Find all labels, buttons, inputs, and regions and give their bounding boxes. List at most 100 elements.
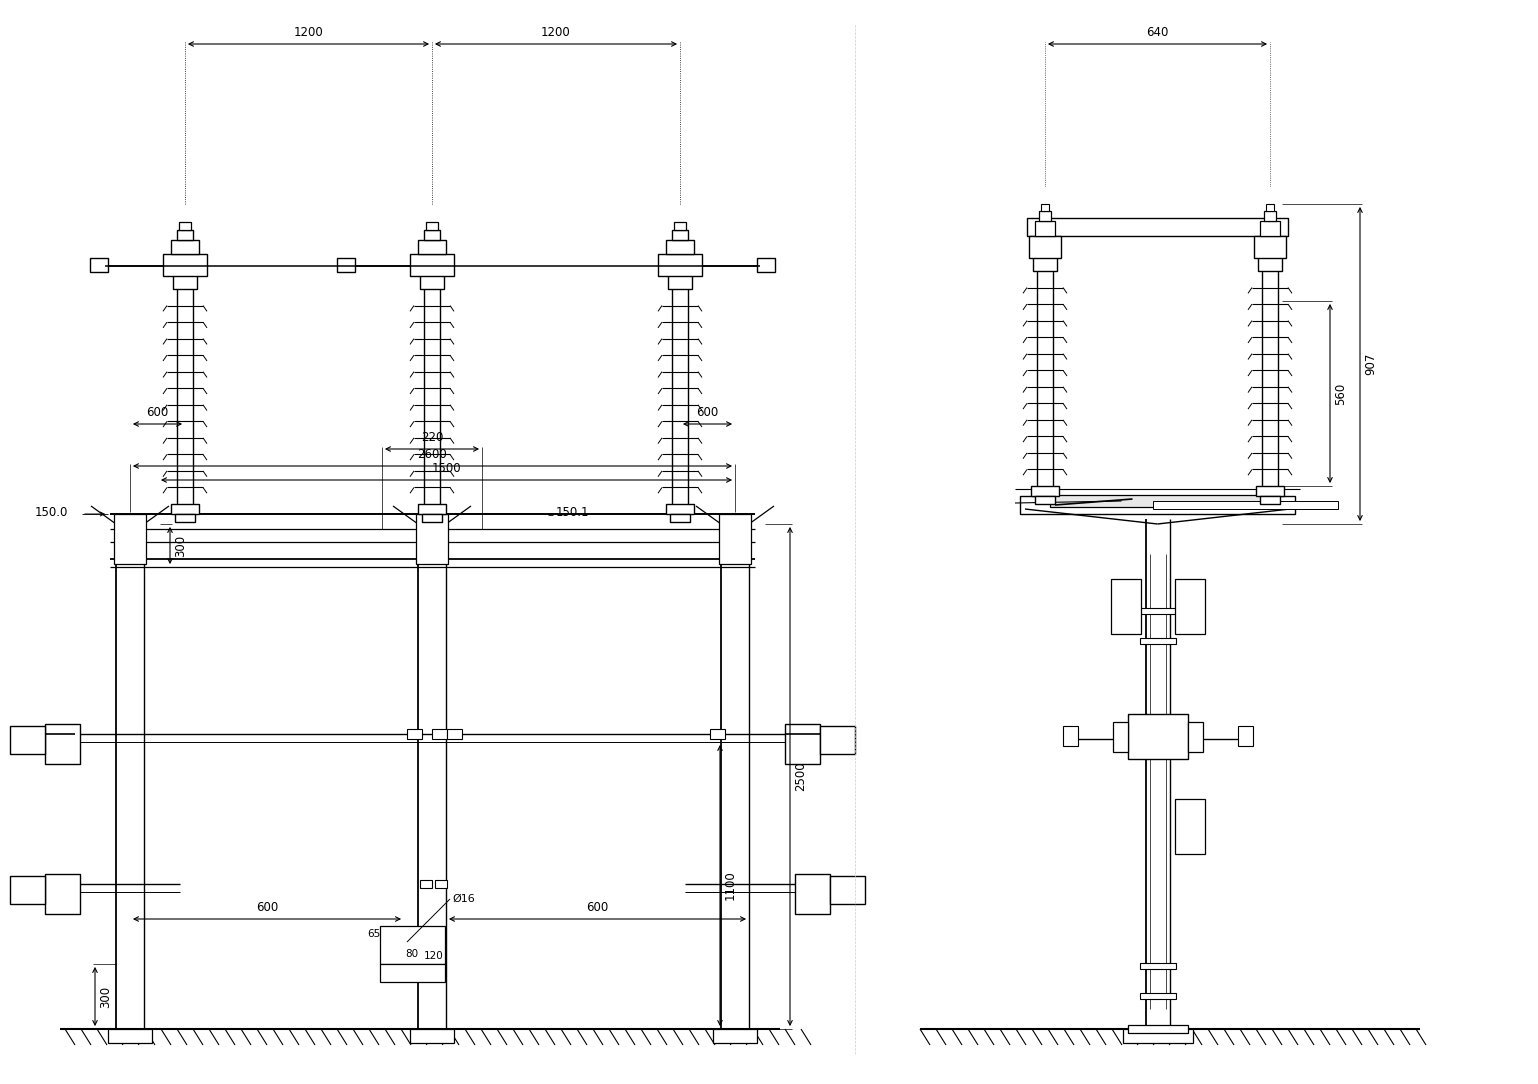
Bar [420,275,444,289]
Bar [1127,1025,1187,1033]
Text: 150.0: 150.0 [35,505,68,518]
Bar [421,514,441,522]
Bar [420,880,432,888]
Bar [1140,993,1175,999]
Text: 80: 80 [406,948,418,959]
Text: 600: 600 [255,901,278,914]
Bar [180,255,191,263]
Bar [1037,245,1054,257]
Text: 600: 600 [586,901,609,914]
Text: 1200: 1200 [294,26,323,39]
Bar [1027,218,1287,236]
Text: 640: 640 [1146,26,1169,39]
Bar [1110,579,1141,634]
Bar [91,258,108,272]
Bar [718,514,751,564]
Bar [757,258,775,272]
Bar [711,730,724,739]
Bar [424,230,440,240]
Text: 65: 65 [368,929,380,939]
Bar [11,726,45,754]
Bar [1175,799,1204,854]
Bar [674,222,686,230]
Text: 600: 600 [697,406,718,420]
Bar [1187,722,1203,752]
Bar [1260,221,1280,236]
Text: 600: 600 [146,406,169,420]
Text: 150.1: 150.1 [557,505,589,518]
Bar [1140,608,1175,614]
Text: 1100: 1100 [724,870,737,901]
Bar [1264,237,1275,245]
Bar [424,263,440,275]
Bar [177,263,192,275]
Bar [178,222,191,230]
Bar [1040,211,1050,221]
Text: 120: 120 [424,951,444,962]
Text: 1200: 1200 [541,26,571,39]
Text: Ø16: Ø16 [452,894,475,904]
Bar [418,504,446,514]
Bar [658,254,701,276]
Bar [172,275,197,289]
Bar [672,230,687,240]
Bar [1040,237,1050,245]
Bar [675,255,684,263]
Bar [667,275,692,289]
Bar [784,724,820,764]
Bar [1140,638,1175,644]
Bar [1034,257,1057,271]
Text: 220: 220 [421,431,443,444]
Bar [1050,495,1264,507]
Bar [1041,204,1049,211]
Bar [175,514,195,522]
Bar [1266,204,1273,211]
Bar [1030,486,1060,496]
Bar [45,724,80,764]
Bar [114,514,146,564]
Text: 300: 300 [98,985,112,1007]
Bar [432,730,448,739]
Bar [1253,236,1286,258]
Bar [1263,245,1278,257]
Bar [428,255,437,263]
Bar [1260,496,1280,504]
Bar [426,222,438,230]
Bar [411,254,454,276]
Bar [108,1029,152,1043]
Text: 907: 907 [1364,352,1377,375]
Bar [435,880,448,888]
Bar [1238,726,1252,746]
Bar [177,230,192,240]
Bar [1035,496,1055,504]
Bar [1063,726,1078,746]
Bar [163,254,208,276]
Bar [1020,496,1295,514]
Bar [1258,257,1283,271]
Bar [672,263,687,275]
Bar [380,926,444,964]
Bar [714,1029,757,1043]
Bar [171,504,198,514]
Bar [671,514,691,522]
Bar [380,964,444,982]
Bar [1264,211,1277,221]
Bar [1257,486,1284,496]
Bar [1127,714,1187,759]
Bar [1140,963,1175,969]
Bar [11,876,45,904]
Bar [411,1029,454,1043]
Bar [337,258,355,272]
Bar [415,514,448,564]
Bar [666,504,694,514]
Text: 1500: 1500 [432,462,461,475]
Text: 2600: 2600 [418,448,448,461]
Bar [1035,221,1055,236]
Bar [1152,501,1338,509]
Bar [418,240,446,254]
Bar [1175,579,1204,634]
Bar [45,874,80,914]
Bar [1123,1029,1192,1043]
Text: 300: 300 [174,534,188,556]
Text: 560: 560 [1333,383,1347,404]
